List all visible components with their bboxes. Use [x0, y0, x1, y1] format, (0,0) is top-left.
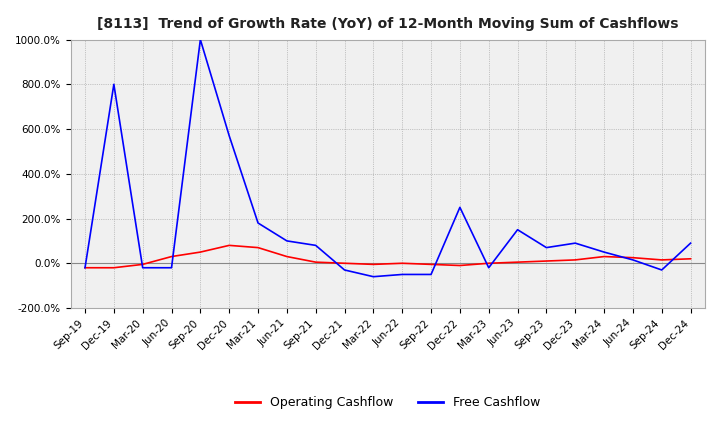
- Operating Cashflow: [81, 265, 89, 270]
- Free Cashflow: [311, 243, 320, 248]
- Operating Cashflow: [369, 262, 378, 267]
- Free Cashflow: [167, 265, 176, 270]
- Operating Cashflow: [629, 255, 637, 260]
- Operating Cashflow: [282, 254, 291, 259]
- Free Cashflow: [282, 238, 291, 244]
- Free Cashflow: [398, 272, 407, 277]
- Free Cashflow: [686, 241, 695, 246]
- Free Cashflow: [456, 205, 464, 210]
- Operating Cashflow: [485, 260, 493, 266]
- Operating Cashflow: [427, 262, 436, 267]
- Free Cashflow: [629, 257, 637, 263]
- Line: Operating Cashflow: Operating Cashflow: [85, 246, 690, 268]
- Line: Free Cashflow: Free Cashflow: [85, 40, 690, 277]
- Free Cashflow: [427, 272, 436, 277]
- Operating Cashflow: [109, 265, 118, 270]
- Operating Cashflow: [167, 254, 176, 259]
- Operating Cashflow: [225, 243, 233, 248]
- Free Cashflow: [138, 265, 147, 270]
- Free Cashflow: [600, 249, 608, 255]
- Free Cashflow: [513, 227, 522, 232]
- Operating Cashflow: [138, 262, 147, 267]
- Operating Cashflow: [657, 257, 666, 263]
- Operating Cashflow: [311, 260, 320, 265]
- Free Cashflow: [485, 265, 493, 270]
- Operating Cashflow: [600, 254, 608, 259]
- Free Cashflow: [109, 82, 118, 87]
- Operating Cashflow: [542, 258, 551, 264]
- Free Cashflow: [542, 245, 551, 250]
- Title: [8113]  Trend of Growth Rate (YoY) of 12-Month Moving Sum of Cashflows: [8113] Trend of Growth Rate (YoY) of 12-…: [97, 18, 678, 32]
- Operating Cashflow: [513, 260, 522, 265]
- Operating Cashflow: [456, 263, 464, 268]
- Operating Cashflow: [398, 260, 407, 266]
- Free Cashflow: [369, 274, 378, 279]
- Operating Cashflow: [571, 257, 580, 263]
- Free Cashflow: [225, 133, 233, 139]
- Operating Cashflow: [253, 245, 262, 250]
- Legend: Operating Cashflow, Free Cashflow: Operating Cashflow, Free Cashflow: [230, 392, 546, 414]
- Free Cashflow: [341, 268, 349, 273]
- Free Cashflow: [81, 265, 89, 270]
- Operating Cashflow: [341, 260, 349, 266]
- Operating Cashflow: [686, 256, 695, 261]
- Free Cashflow: [196, 37, 204, 42]
- Free Cashflow: [571, 241, 580, 246]
- Operating Cashflow: [196, 249, 204, 255]
- Free Cashflow: [657, 268, 666, 273]
- Free Cashflow: [253, 220, 262, 226]
